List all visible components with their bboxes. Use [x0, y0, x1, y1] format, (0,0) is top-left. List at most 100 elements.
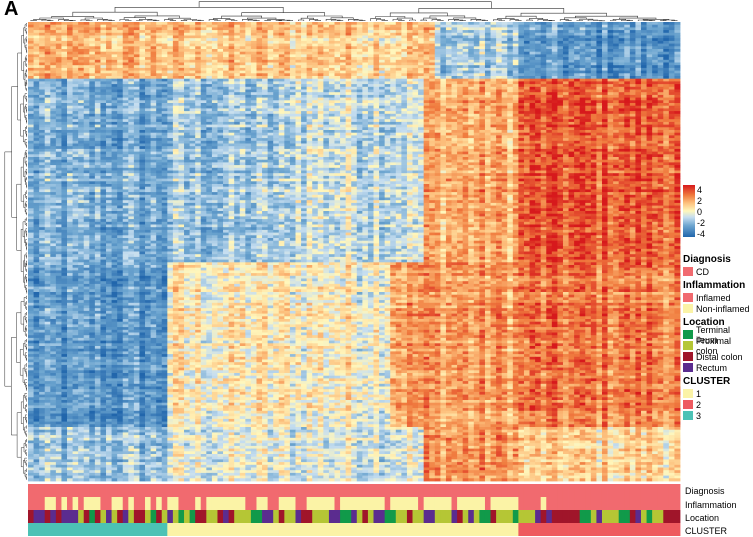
heatmap-cell [312, 103, 318, 106]
heatmap-cell [290, 98, 296, 101]
heatmap-cell [513, 57, 519, 60]
heatmap-cell [513, 68, 519, 71]
heatmap-cell [641, 84, 647, 87]
heatmap-cell [262, 117, 268, 120]
heatmap-cell [206, 125, 212, 128]
heatmap-cell [440, 122, 446, 125]
heatmap-cell [635, 95, 641, 98]
heatmap-cell [496, 127, 502, 130]
heatmap-cell [457, 52, 463, 55]
heatmap-cell [385, 52, 391, 55]
heatmap-cell [128, 30, 134, 33]
heatmap-cell [474, 71, 480, 74]
heatmap-cell [635, 22, 641, 25]
heatmap-cell [674, 117, 680, 120]
heatmap-cell [479, 100, 485, 103]
heatmap-cell [95, 54, 101, 57]
heatmap-cell [507, 57, 513, 60]
heatmap-cell [479, 71, 485, 74]
heatmap-cell [212, 135, 218, 138]
heatmap-cell [674, 49, 680, 52]
heatmap-cell [507, 71, 513, 74]
heatmap-cell [468, 33, 474, 36]
heatmap-cell [652, 100, 658, 103]
heatmap-cell [613, 73, 619, 76]
heatmap-cell [357, 133, 363, 136]
heatmap-cell [84, 22, 90, 25]
heatmap-cell [223, 60, 229, 63]
heatmap-cell [318, 41, 324, 44]
heatmap-cell [39, 73, 45, 76]
heatmap-cell [546, 130, 552, 133]
heatmap-cell [374, 98, 380, 101]
heatmap-cell [574, 68, 580, 71]
heatmap-cell [134, 30, 140, 33]
heatmap-cell [608, 81, 614, 84]
heatmap-cell [156, 22, 162, 25]
heatmap-cell [206, 111, 212, 114]
heatmap-cell [128, 44, 134, 47]
heatmap-cell [658, 71, 664, 74]
heatmap-cell [502, 79, 508, 82]
heatmap-cell [674, 36, 680, 39]
heatmap-cell [279, 130, 285, 133]
heatmap-cell [95, 90, 101, 93]
heatmap-cell [318, 54, 324, 57]
heatmap-cell [117, 92, 123, 95]
heatmap-cell [178, 114, 184, 117]
heatmap-cell [106, 119, 112, 122]
heatmap-cell [535, 125, 541, 128]
heatmap-cell [284, 60, 290, 63]
heatmap-cell [452, 114, 458, 117]
heatmap-cell [396, 22, 402, 25]
heatmap-cell [624, 73, 630, 76]
heatmap-cell [407, 133, 413, 136]
heatmap-cell [390, 122, 396, 125]
heatmap-cell [240, 38, 246, 41]
heatmap-cell [312, 122, 318, 125]
heatmap-cell [112, 44, 118, 47]
heatmap-cell [485, 76, 491, 79]
heatmap-cell [635, 49, 641, 52]
heatmap-cell [652, 57, 658, 60]
heatmap-cell [619, 57, 625, 60]
heatmap-cell [496, 68, 502, 71]
heatmap-cell [379, 108, 385, 111]
heatmap-cell [513, 106, 519, 109]
heatmap-cell [396, 103, 402, 106]
heatmap-cell [658, 119, 664, 122]
heatmap-cell [596, 25, 602, 28]
heatmap-cell [61, 103, 67, 106]
heatmap-cell [424, 122, 430, 125]
heatmap-cell [669, 30, 675, 33]
heatmap-cell [212, 33, 218, 36]
heatmap-cell [485, 22, 491, 25]
heatmap-cell [145, 71, 151, 74]
heatmap-cell [630, 73, 636, 76]
heatmap-cell [89, 33, 95, 36]
heatmap-cell [151, 95, 157, 98]
heatmap-cell [123, 95, 129, 98]
heatmap-cell [641, 25, 647, 28]
heatmap-cell [446, 92, 452, 95]
heatmap-cell [401, 125, 407, 128]
heatmap-cell [151, 127, 157, 130]
heatmap-cell [201, 41, 207, 44]
heatmap-cell [123, 130, 129, 133]
heatmap-cell [156, 54, 162, 57]
heatmap-cell [557, 33, 563, 36]
heatmap-cell [39, 65, 45, 68]
heatmap-cell [557, 68, 563, 71]
heatmap-cell [374, 130, 380, 133]
heatmap-cell [262, 49, 268, 52]
heatmap-cell [123, 108, 129, 111]
heatmap-cell [61, 22, 67, 25]
heatmap-cell [229, 57, 235, 60]
heatmap-cell [608, 54, 614, 57]
heatmap-cell [440, 63, 446, 66]
heatmap-cell [552, 33, 558, 36]
heatmap-cell [139, 117, 145, 120]
heatmap-cell [256, 38, 262, 41]
heatmap-cell [496, 65, 502, 68]
heatmap-cell [585, 73, 591, 76]
